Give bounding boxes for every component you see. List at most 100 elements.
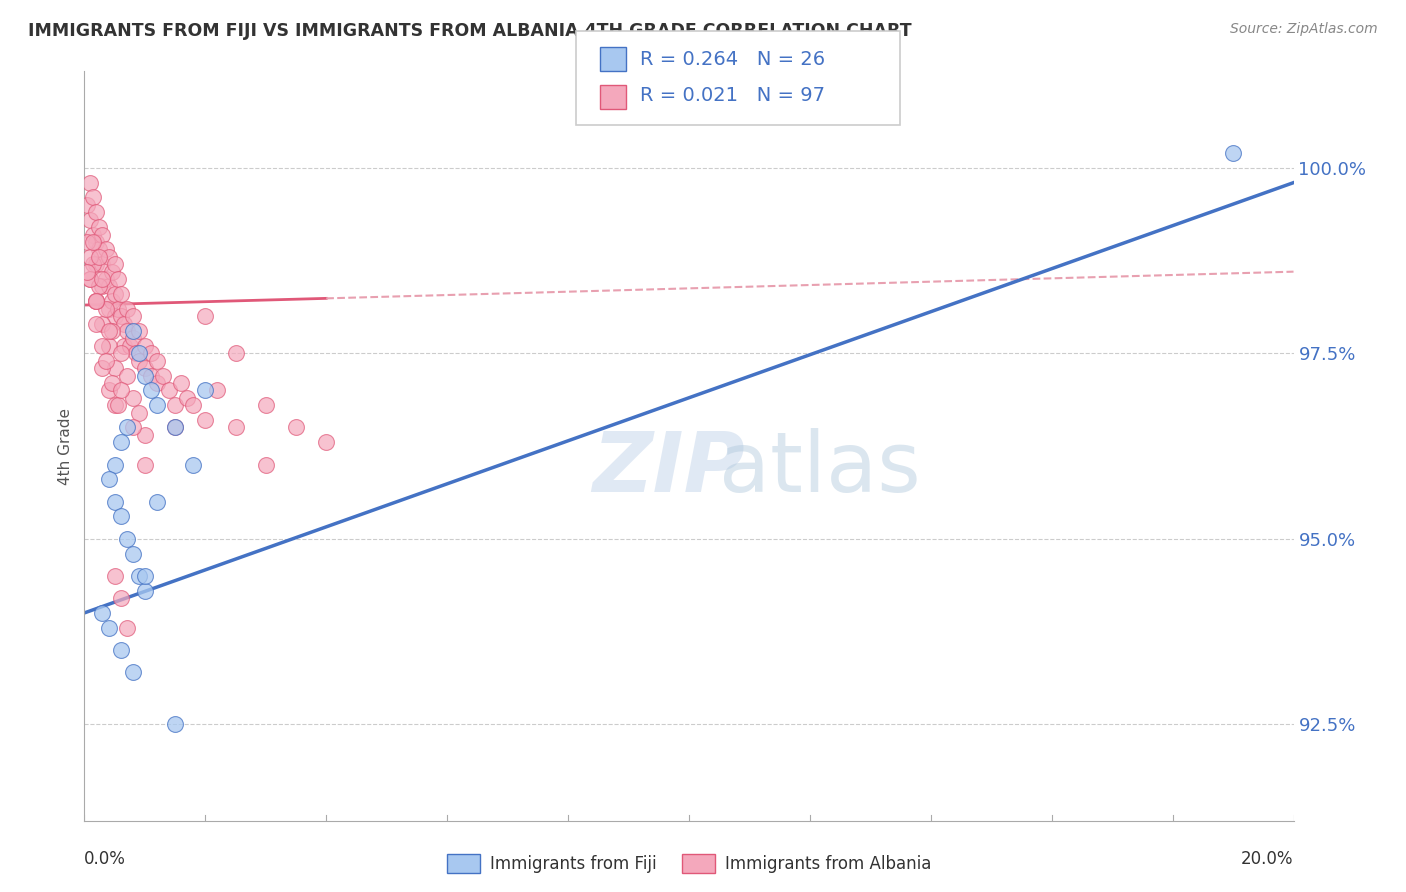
Point bbox=[146, 376, 169, 390]
Point bbox=[110, 346, 132, 360]
Point bbox=[91, 317, 114, 331]
Point bbox=[139, 368, 162, 383]
Point bbox=[165, 420, 187, 434]
Text: 0.0%: 0.0% bbox=[84, 850, 127, 868]
Point bbox=[94, 243, 117, 257]
Point bbox=[86, 294, 108, 309]
Text: ZIP: ZIP bbox=[592, 428, 745, 509]
Point bbox=[146, 353, 169, 368]
Point bbox=[254, 398, 277, 412]
Point bbox=[176, 391, 198, 405]
Point bbox=[152, 368, 174, 383]
Text: atlas: atlas bbox=[720, 428, 921, 509]
Point bbox=[128, 324, 150, 338]
Point bbox=[82, 257, 104, 271]
Point bbox=[170, 376, 193, 390]
Point bbox=[194, 309, 217, 323]
Point bbox=[110, 643, 132, 657]
Point bbox=[100, 265, 122, 279]
Point bbox=[82, 235, 104, 249]
Point bbox=[104, 398, 127, 412]
Point bbox=[76, 265, 98, 279]
Point bbox=[89, 279, 111, 293]
Point bbox=[112, 339, 135, 353]
Text: Source: ZipAtlas.com: Source: ZipAtlas.com bbox=[1230, 22, 1378, 37]
Point bbox=[97, 384, 120, 398]
Point bbox=[139, 346, 162, 360]
Point bbox=[128, 346, 150, 360]
Point bbox=[79, 176, 101, 190]
Point bbox=[121, 331, 143, 345]
Point bbox=[134, 569, 156, 583]
Point bbox=[115, 301, 138, 316]
Point bbox=[315, 435, 337, 450]
Point bbox=[110, 287, 132, 301]
Point bbox=[97, 472, 120, 486]
Point bbox=[121, 309, 143, 323]
Point bbox=[165, 717, 187, 731]
Point bbox=[104, 569, 127, 583]
Point bbox=[146, 398, 169, 412]
Point bbox=[128, 569, 150, 583]
Point bbox=[86, 294, 108, 309]
Point bbox=[104, 287, 127, 301]
Point bbox=[181, 398, 204, 412]
Point bbox=[254, 458, 277, 472]
Point bbox=[128, 406, 150, 420]
Point bbox=[100, 324, 122, 338]
Point bbox=[104, 494, 127, 508]
Point bbox=[91, 227, 114, 242]
Point bbox=[91, 272, 114, 286]
Point bbox=[107, 398, 129, 412]
Point bbox=[97, 301, 120, 316]
Point bbox=[104, 257, 127, 271]
Point bbox=[121, 665, 143, 680]
Point bbox=[91, 606, 114, 620]
Point bbox=[110, 591, 132, 605]
Point bbox=[97, 621, 120, 635]
Point bbox=[115, 621, 138, 635]
Point bbox=[225, 420, 247, 434]
Point bbox=[97, 250, 120, 264]
Text: R = 0.021   N = 97: R = 0.021 N = 97 bbox=[640, 86, 825, 105]
Point bbox=[165, 420, 187, 434]
Point bbox=[194, 384, 217, 398]
Point bbox=[94, 272, 117, 286]
Text: IMMIGRANTS FROM FIJI VS IMMIGRANTS FROM ALBANIA 4TH GRADE CORRELATION CHART: IMMIGRANTS FROM FIJI VS IMMIGRANTS FROM … bbox=[28, 22, 911, 40]
Point bbox=[285, 420, 308, 434]
Point bbox=[94, 353, 117, 368]
Point bbox=[82, 227, 104, 242]
Point bbox=[86, 317, 108, 331]
Point bbox=[134, 368, 156, 383]
Legend: Immigrants from Fiji, Immigrants from Albania: Immigrants from Fiji, Immigrants from Al… bbox=[440, 847, 938, 880]
Point bbox=[89, 250, 111, 264]
Point bbox=[110, 509, 132, 524]
Point bbox=[76, 198, 98, 212]
Point bbox=[86, 257, 108, 271]
Point bbox=[107, 272, 129, 286]
Point bbox=[134, 583, 156, 598]
Point bbox=[97, 324, 120, 338]
Point bbox=[225, 346, 247, 360]
Point bbox=[121, 547, 143, 561]
Point bbox=[165, 398, 187, 412]
Point bbox=[112, 317, 135, 331]
Point bbox=[91, 279, 114, 293]
Point bbox=[115, 420, 138, 434]
Point bbox=[91, 361, 114, 376]
Point bbox=[86, 235, 108, 249]
Point bbox=[86, 205, 108, 219]
Point bbox=[86, 294, 108, 309]
Point bbox=[157, 384, 180, 398]
Point bbox=[128, 353, 150, 368]
Point bbox=[121, 420, 143, 434]
Point bbox=[104, 309, 127, 323]
Point bbox=[82, 190, 104, 204]
Point bbox=[121, 391, 143, 405]
Point bbox=[89, 220, 111, 235]
Point bbox=[100, 294, 122, 309]
Point bbox=[115, 368, 138, 383]
Text: 20.0%: 20.0% bbox=[1241, 850, 1294, 868]
Point bbox=[146, 494, 169, 508]
Point bbox=[89, 243, 111, 257]
